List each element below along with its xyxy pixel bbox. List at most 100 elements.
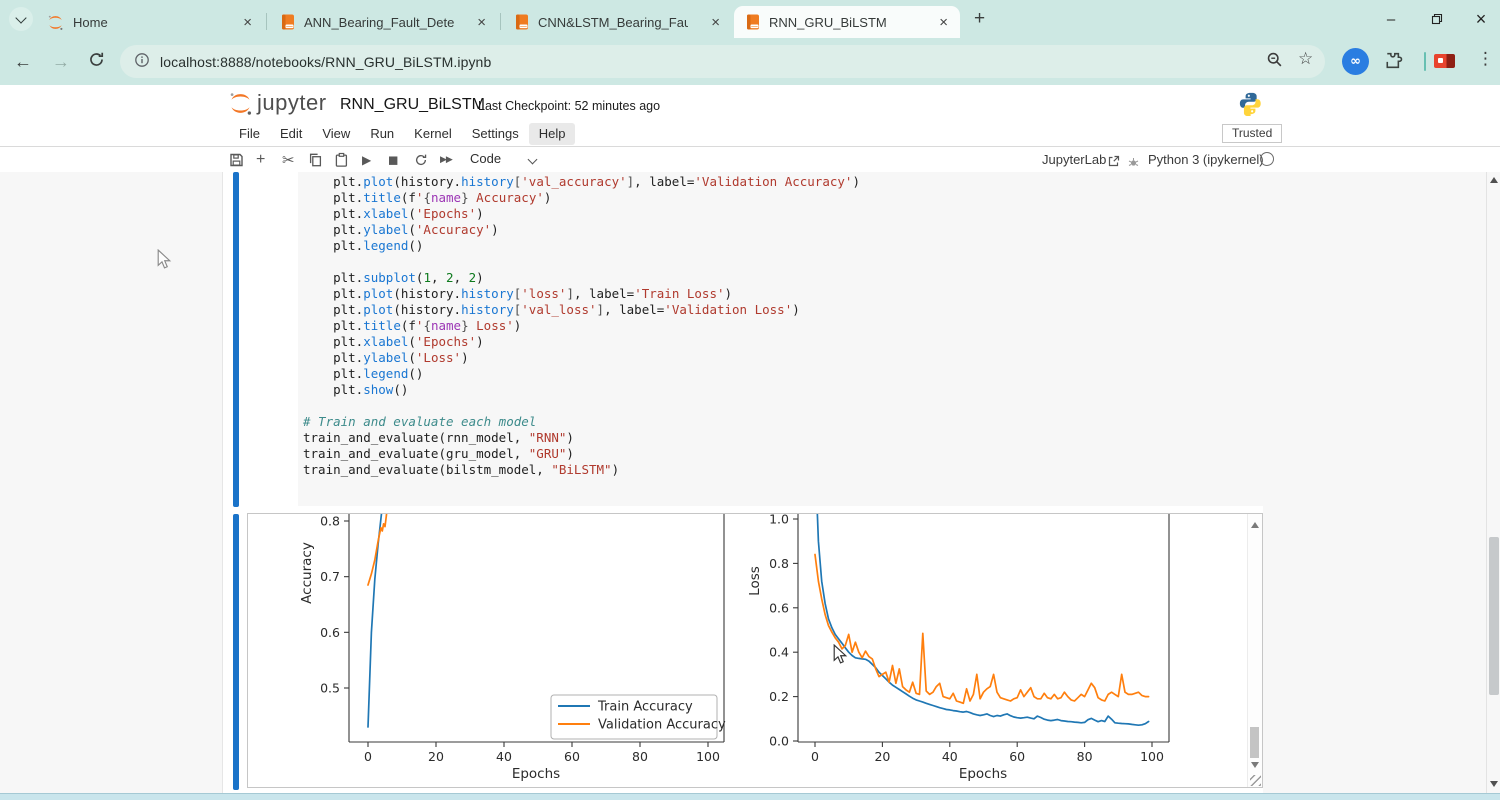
menu-edit[interactable]: Edit: [279, 126, 303, 141]
back-button[interactable]: ←: [14, 51, 32, 71]
browser-tab-strip: Home × ANN_Bearing_Fault_Detection × CNN…: [0, 0, 1500, 38]
svg-text:60: 60: [564, 749, 580, 764]
menu-settings[interactable]: Settings: [471, 126, 519, 141]
taskbar-edge: [0, 793, 1500, 800]
svg-text:0.2: 0.2: [769, 689, 789, 704]
cell-area: plt.plot(history.history['val_accuracy']…: [222, 172, 1263, 793]
code-line: plt.plot(history.history['val_loss'], la…: [303, 302, 800, 317]
zoom-page-icon[interactable]: [1266, 51, 1283, 73]
scroll-up-icon[interactable]: [1251, 522, 1259, 528]
code-line: [303, 254, 1263, 270]
code-line: # Train and evaluate each model: [303, 414, 537, 429]
kernel-name[interactable]: Python 3 (ipykernel): [1148, 152, 1264, 167]
toolbar-divider: [1424, 52, 1426, 71]
tab-close-icon[interactable]: ×: [477, 13, 486, 31]
debugger-bug-icon[interactable]: [1128, 155, 1139, 173]
scroll-down-icon[interactable]: [1251, 762, 1259, 768]
code-line: train_and_evaluate(gru_model, "GRU"): [303, 446, 574, 461]
copy-cell-button[interactable]: [308, 152, 323, 167]
add-cell-button[interactable]: +: [256, 150, 266, 168]
bookmark-star-icon[interactable]: ☆: [1298, 49, 1314, 69]
url-bar[interactable]: localhost:8888/notebooks/RNN_GRU_BiLSTM.…: [120, 45, 1325, 78]
menu-run[interactable]: Run: [370, 126, 395, 141]
svg-text:60: 60: [1009, 749, 1025, 764]
window-close-button[interactable]: ×: [1475, 8, 1487, 29]
code-line: plt.plot(history.history['loss'], label=…: [303, 286, 733, 301]
chevron-down-icon[interactable]: [527, 154, 538, 165]
output-figure: 0.5 0.6 0.7 0.8 0 20 40 60 80 100 Epochs Accuracy Tr…: [299, 514, 1170, 782]
page-scrollbar[interactable]: [1486, 172, 1500, 793]
scroll-up-icon[interactable]: [1490, 177, 1498, 183]
tab-ann-notebook[interactable]: ANN_Bearing_Fault_Detection ×: [270, 6, 498, 38]
restart-kernel-button[interactable]: [414, 153, 428, 167]
tab-rnn-gru-bilstm-active[interactable]: RNN_GRU_BiLSTM ×: [734, 6, 960, 38]
code-line: train_and_evaluate(rnn_model, "RNN"): [303, 430, 574, 445]
tab-close-icon[interactable]: ×: [711, 13, 720, 31]
interrupt-kernel-button[interactable]: ■: [388, 153, 399, 166]
tab-title: RNN_GRU_BiLSTM: [769, 14, 887, 30]
notebook-favicon-icon: [746, 14, 760, 30]
tab-home[interactable]: Home ×: [36, 6, 264, 38]
new-tab-button[interactable]: +: [974, 8, 986, 29]
code-line: plt.legend(): [303, 366, 424, 381]
notebook-favicon-icon: [281, 14, 295, 30]
svg-text:40: 40: [942, 749, 958, 764]
jupyter-toolbar: + ✂ ▶ ■ ▶▶ Code JupyterLab Python 3 (ipy…: [0, 147, 1500, 173]
menu-help[interactable]: Help: [528, 123, 576, 145]
tab-close-icon[interactable]: ×: [939, 13, 948, 31]
cell-type-dropdown[interactable]: Code: [470, 151, 502, 166]
cut-cell-button[interactable]: ✂: [282, 150, 295, 169]
chevron-down-icon: [15, 11, 27, 24]
svg-text:Epochs: Epochs: [959, 766, 1007, 782]
output-resize-grip[interactable]: [1250, 775, 1261, 786]
svg-text:Accuracy: Accuracy: [299, 542, 315, 604]
browser-menu-kebab-icon[interactable]: ⋮: [1477, 49, 1494, 69]
window-minimize-button[interactable]: –: [1386, 10, 1396, 28]
jupyter-menu-bar: File Edit View Run Kernel Settings Help …: [0, 122, 1500, 147]
extension-idm-icon[interactable]: [1434, 54, 1455, 68]
svg-text:0.0: 0.0: [769, 734, 789, 749]
trusted-badge[interactable]: Trusted: [1222, 124, 1283, 143]
scrollbar-thumb[interactable]: [1250, 727, 1259, 758]
restart-run-all-button[interactable]: ▶▶: [440, 154, 453, 165]
code-line: plt.title(f'{name} Accuracy'): [303, 190, 552, 205]
svg-text:80: 80: [1077, 749, 1093, 764]
scrollbar-thumb[interactable]: [1489, 537, 1499, 695]
jupyter-logo-icon: [228, 91, 253, 121]
svg-text:Validation Accuracy: Validation Accuracy: [598, 718, 726, 733]
jupyter-header: jupyter RNN_GRU_BiLSTM Last Checkpoint: …: [0, 85, 1500, 123]
external-link-icon[interactable]: [1108, 154, 1120, 172]
menu-view[interactable]: View: [322, 126, 351, 141]
svg-text:1.0: 1.0: [769, 514, 789, 527]
window-restore-button[interactable]: [1414, 0, 1460, 38]
paste-cell-button[interactable]: [334, 152, 349, 167]
svg-text:20: 20: [874, 749, 890, 764]
browser-address-bar: ← → localhost:8888/notebooks/RNN_GRU_BiL…: [0, 38, 1500, 85]
url-text[interactable]: localhost:8888/notebooks/RNN_GRU_BiLSTM.…: [160, 53, 492, 70]
scroll-down-icon[interactable]: [1490, 781, 1498, 787]
svg-text:Loss: Loss: [747, 566, 763, 596]
site-info-icon[interactable]: [134, 52, 150, 72]
output-scrollbar[interactable]: [1247, 514, 1262, 787]
menu-file[interactable]: File: [239, 126, 260, 141]
code-line: plt.xlabel('Epochs'): [303, 334, 484, 349]
run-cell-button[interactable]: ▶: [362, 152, 372, 167]
code-cell-editor[interactable]: plt.plot(history.history['val_accuracy']…: [298, 172, 1263, 506]
code-line: [303, 398, 1263, 414]
code-line: plt.xlabel('Epochs'): [303, 206, 484, 221]
extensions-puzzle-icon[interactable]: [1381, 49, 1404, 77]
notebook-favicon-icon: [515, 14, 529, 30]
tab-search-button[interactable]: [9, 7, 33, 31]
menu-kernel[interactable]: Kernel: [414, 126, 452, 141]
save-button[interactable]: [229, 152, 244, 167]
refresh-button[interactable]: [88, 51, 105, 73]
jupyterlab-link[interactable]: JupyterLab: [1042, 152, 1107, 167]
notebook-title[interactable]: RNN_GRU_BiLSTM: [340, 96, 485, 113]
tab-close-icon[interactable]: ×: [243, 13, 252, 31]
extension-co-icon[interactable]: ∞: [1342, 48, 1369, 75]
svg-text:0.5: 0.5: [320, 681, 340, 696]
tab-cnn-lstm-notebook[interactable]: CNN&LSTM_Bearing_Fault_Dete ×: [504, 6, 732, 38]
forward-button[interactable]: →: [52, 51, 70, 71]
python-logo-icon: [1238, 91, 1263, 121]
